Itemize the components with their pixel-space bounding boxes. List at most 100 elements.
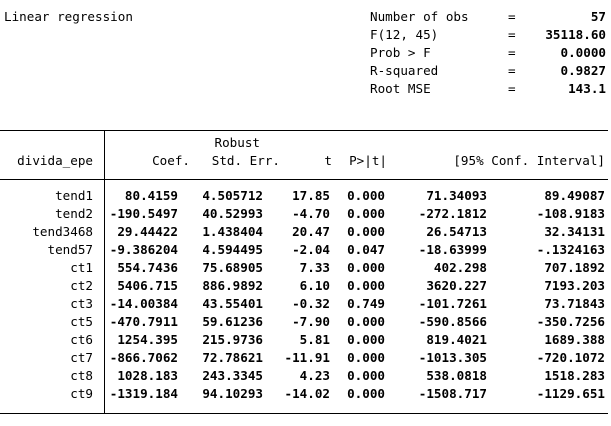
summary-stats-block: Number of obs = 57 F(12, 45) = 35118.60 …	[370, 8, 606, 98]
cell-stderr: 243.3345	[202, 368, 263, 383]
table-row: ct9 -1319.184 94.10293 -14.02 0.000 -150…	[0, 385, 608, 403]
equals-sign: =	[508, 63, 516, 78]
cell-varname: tend2	[55, 206, 93, 221]
cell-ci-lower: -101.7261	[418, 296, 487, 311]
cell-ci-lower: -18.63999	[418, 242, 487, 257]
cell-coef: -866.7062	[109, 350, 178, 365]
cell-t: 6.10	[299, 278, 330, 293]
cell-coef: -14.00384	[109, 296, 178, 311]
cell-t: -2.04	[292, 242, 330, 257]
cell-ci-lower: -590.8566	[418, 314, 487, 329]
stat-label: R-squared	[370, 63, 439, 78]
equals-sign: =	[508, 45, 516, 60]
cell-coef: 80.4159	[124, 188, 178, 203]
table-row: ct5 -470.7911 59.61236 -7.90 0.000 -590.…	[0, 313, 608, 331]
cell-t: 17.85	[292, 188, 330, 203]
cell-ci-lower: 402.298	[433, 260, 487, 275]
table-row: ct7 -866.7062 72.78621 -11.91 0.000 -101…	[0, 349, 608, 367]
stat-label: Number of obs	[370, 9, 469, 24]
cell-ci-lower: 26.54713	[426, 224, 487, 239]
cell-pvalue: 0.000	[347, 314, 385, 329]
cell-ci-upper: -1129.651	[536, 386, 605, 401]
stat-value: 0.9827	[560, 63, 607, 78]
col-header-t: t	[324, 153, 332, 168]
stat-label: Prob > F	[370, 45, 431, 60]
cell-varname: ct6	[70, 332, 93, 347]
cell-ci-lower: 538.0818	[426, 368, 487, 383]
stat-value: 143.1	[568, 81, 606, 96]
cell-varname: ct2	[70, 278, 93, 293]
cell-pvalue: 0.749	[347, 296, 385, 311]
stat-line: R-squared = 0.9827	[370, 62, 606, 80]
table-row: ct3 -14.00384 43.55401 -0.32 0.749 -101.…	[0, 295, 608, 313]
cell-pvalue: 0.000	[347, 368, 385, 383]
cell-varname: ct7	[70, 350, 93, 365]
table-row: tend3468 29.44422 1.438404 20.47 0.000 2…	[0, 223, 608, 241]
cell-ci-lower: -1508.717	[418, 386, 487, 401]
cell-coef: 29.44422	[117, 224, 178, 239]
cell-stderr: 40.52993	[202, 206, 263, 221]
equals-sign: =	[508, 9, 516, 24]
cell-t: -11.91	[284, 350, 331, 365]
cell-ci-lower: 71.34093	[426, 188, 487, 203]
col-header-coef: Coef.	[152, 153, 190, 168]
col-header-conf-interval: [95% Conf. Interval]	[453, 153, 605, 168]
equals-sign: =	[508, 81, 516, 96]
cell-t: 20.47	[292, 224, 330, 239]
cell-pvalue: 0.000	[347, 188, 385, 203]
cell-ci-lower: 819.4021	[426, 332, 487, 347]
cell-coef: 554.7436	[117, 260, 178, 275]
stat-value: 35118.60	[545, 27, 606, 42]
cell-varname: ct9	[70, 386, 93, 401]
cell-stderr: 4.594495	[202, 242, 263, 257]
stat-line: Number of obs = 57	[370, 8, 606, 26]
cell-pvalue: 0.000	[347, 350, 385, 365]
col-header-pvalue: P>|t|	[349, 153, 387, 168]
cell-stderr: 4.505712	[202, 188, 263, 203]
col-header-stderr: Std. Err.	[211, 153, 280, 168]
cell-coef: -9.386204	[109, 242, 178, 257]
cell-ci-upper: -.1324163	[536, 242, 605, 257]
robust-header-row: Robust	[0, 134, 608, 152]
cell-pvalue: 0.047	[347, 242, 385, 257]
cell-coef: 5406.715	[117, 278, 178, 293]
cell-ci-upper: -108.9183	[536, 206, 605, 221]
table-row: ct2 5406.715 886.9892 6.10 0.000 3620.22…	[0, 277, 608, 295]
cell-stderr: 72.78621	[202, 350, 263, 365]
equals-sign: =	[508, 27, 516, 42]
cell-ci-upper: 32.34131	[544, 224, 605, 239]
cell-t: -0.32	[292, 296, 330, 311]
stat-line: Root MSE = 143.1	[370, 80, 606, 98]
cell-t: -7.90	[292, 314, 330, 329]
cell-varname: ct8	[70, 368, 93, 383]
cell-ci-lower: -1013.305	[418, 350, 487, 365]
cell-stderr: 75.68905	[202, 260, 263, 275]
stat-label: Root MSE	[370, 81, 431, 96]
cell-stderr: 94.10293	[202, 386, 263, 401]
stat-value: 57	[590, 9, 606, 24]
cell-ci-lower: -272.1812	[418, 206, 487, 221]
cell-varname: tend57	[47, 242, 94, 257]
regression-title: Linear regression	[4, 9, 133, 24]
stat-line: Prob > F = 0.0000	[370, 44, 606, 62]
header-spacer	[0, 134, 93, 152]
cell-ci-upper: 7193.203	[544, 278, 605, 293]
cell-stderr: 59.61236	[202, 314, 263, 329]
cell-ci-upper: -350.7256	[536, 314, 605, 329]
cell-varname: ct1	[70, 260, 93, 275]
cell-ci-upper: -720.1072	[536, 350, 605, 365]
cell-t: 4.23	[299, 368, 330, 383]
cell-pvalue: 0.000	[347, 386, 385, 401]
cell-stderr: 215.9736	[202, 332, 263, 347]
table-row: tend1 80.4159 4.505712 17.85 0.000 71.34…	[0, 187, 608, 205]
cell-t: 5.81	[299, 332, 330, 347]
cell-varname: ct5	[70, 314, 93, 329]
cell-pvalue: 0.000	[347, 206, 385, 221]
cell-stderr: 43.55401	[202, 296, 263, 311]
cell-varname: ct3	[70, 296, 93, 311]
table-vertical-divider	[104, 131, 105, 413]
cell-stderr: 886.9892	[202, 278, 263, 293]
cell-ci-upper: 89.49087	[544, 188, 605, 203]
cell-t: 7.33	[299, 260, 330, 275]
